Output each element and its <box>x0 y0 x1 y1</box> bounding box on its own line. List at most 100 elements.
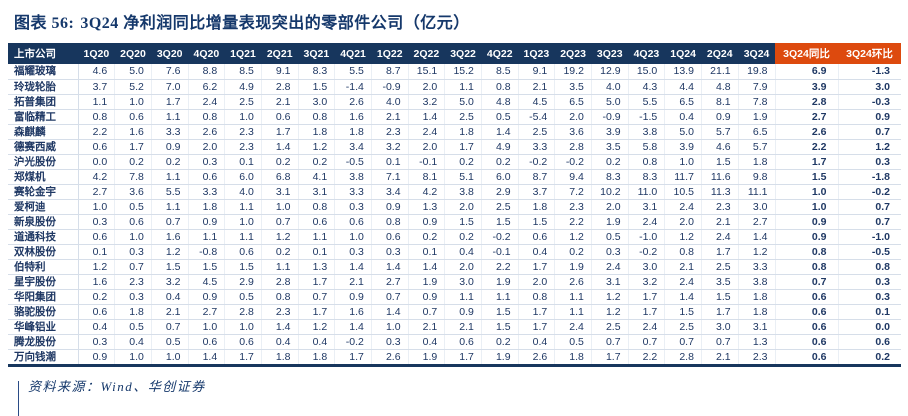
value-cell: 11.1 <box>738 184 776 200</box>
value-cell: 4.3 <box>628 79 666 95</box>
value-cell: 0.2 <box>78 289 116 305</box>
value-cell: 6.8 <box>261 169 299 185</box>
value-cell: 1.0 <box>334 229 372 245</box>
value-cell: 1.7 <box>628 304 666 320</box>
value-cell: 1.2 <box>554 229 592 245</box>
value-cell: 1.1 <box>151 109 189 125</box>
value-cell: 3.7 <box>518 184 556 200</box>
figure-title-text: 3Q24 净利润同比增量表现突出的零部件公司（亿元） <box>80 15 470 32</box>
value-cell: 0.8 <box>838 259 901 275</box>
column-header: 4Q20 <box>188 43 225 64</box>
value-cell: 1.7 <box>518 304 556 320</box>
column-header: 1Q23 <box>518 43 555 64</box>
value-cell: 1.7 <box>334 349 372 365</box>
value-cell: 4.5 <box>518 94 556 110</box>
value-cell: 2.0 <box>444 199 482 215</box>
value-cell: 1.3 <box>408 199 446 215</box>
company-name: 德赛西威 <box>8 139 79 155</box>
value-cell: 6.5 <box>738 124 776 140</box>
value-cell: 3.8 <box>628 124 666 140</box>
value-cell: 0.8 <box>775 259 839 275</box>
value-cell: 0.8 <box>298 109 336 125</box>
value-cell: 0.6 <box>444 334 482 350</box>
value-cell: 2.7 <box>775 109 839 125</box>
table-row: 华峰铝业 0.4 0.5 0.7 1.0 1.0 1.4 1.2 1.4 1.0 2.1 2.1 1.5… <box>8 319 901 335</box>
value-cell: 1.5 <box>701 154 739 170</box>
value-cell: 0.5 <box>114 199 152 215</box>
value-cell: 0.9 <box>838 109 901 125</box>
value-cell: 1.2 <box>591 304 629 320</box>
value-cell: 3.1 <box>738 319 776 335</box>
column-header: 4Q23 <box>628 43 665 64</box>
value-cell: 1.7 <box>701 304 739 320</box>
value-cell: 3.9 <box>664 139 702 155</box>
value-cell: 2.3 <box>738 349 776 365</box>
value-cell: 0.3 <box>334 199 372 215</box>
value-cell: 3.8 <box>444 184 482 200</box>
column-header: 1Q20 <box>78 43 115 64</box>
value-cell: 0.9 <box>444 304 482 320</box>
value-cell: 0.1 <box>408 244 446 260</box>
value-cell: -0.1 <box>481 244 519 260</box>
value-cell: 0.2 <box>444 229 482 245</box>
value-cell: 8.7 <box>371 64 409 80</box>
value-cell: 1.2 <box>298 319 336 335</box>
value-cell: 8.3 <box>628 169 666 185</box>
value-cell: 0.6 <box>775 319 839 335</box>
column-header: 3Q22 <box>444 43 482 64</box>
table-row: 伯特利 1.2 0.7 1.5 1.5 1.5 1.1 1.3 1.4 1.4 1.4 2.0 2.2 1… <box>8 259 901 275</box>
value-cell: 0.2 <box>114 154 152 170</box>
company-name: 万向钱潮 <box>8 349 79 365</box>
company-name: 华峰铝业 <box>8 319 79 335</box>
value-cell: 1.0 <box>775 184 839 200</box>
value-cell: 1.5 <box>188 259 226 275</box>
table-row: 新泉股份 0.3 0.6 0.7 0.9 1.0 0.7 0.6 0.6 0.8 0.9 1.5 1.5… <box>8 214 901 230</box>
value-cell: 1.9 <box>554 259 592 275</box>
value-cell: 7.6 <box>151 64 189 80</box>
value-cell: 0.6 <box>78 304 116 320</box>
value-cell: 4.2 <box>78 169 116 185</box>
value-cell: 1.0 <box>78 199 116 215</box>
value-cell: 1.7 <box>114 139 152 155</box>
value-cell: 2.0 <box>518 274 556 290</box>
value-cell: 7.8 <box>114 169 152 185</box>
value-cell: 5.0 <box>444 94 482 110</box>
value-cell: 3.2 <box>408 94 446 110</box>
value-cell: 2.8 <box>261 274 299 290</box>
value-cell: 2.6 <box>371 349 409 365</box>
value-cell: 2.3 <box>114 274 152 290</box>
value-cell: 1.4 <box>261 319 299 335</box>
value-cell: 0.3 <box>591 244 629 260</box>
table-row: 郑煤机 4.2 7.8 1.1 0.6 6.0 6.8 4.1 3.8 7.1 8.1 5.1 6.0 8… <box>8 169 901 185</box>
value-cell: 8.5 <box>481 64 519 80</box>
company-name: 骆驼股份 <box>8 304 79 320</box>
value-cell: 2.4 <box>664 199 702 215</box>
figure-title: 图表 56: 3Q24 净利润同比增量表现突出的零部件公司（亿元） <box>14 9 908 33</box>
value-cell: 1.6 <box>334 109 372 125</box>
company-name: 爱柯迪 <box>8 199 79 215</box>
value-cell: 7.8 <box>738 94 776 110</box>
value-cell: 0.4 <box>261 334 299 350</box>
value-cell: 2.3 <box>554 199 592 215</box>
value-cell: 15.1 <box>408 64 446 80</box>
table-row: 道通科技 0.6 1.0 1.6 1.1 1.1 1.2 1.1 1.0 0.6 0.2 0.2 -0.… <box>8 229 901 245</box>
value-cell: 0.2 <box>261 154 299 170</box>
value-cell: 5.0 <box>591 94 629 110</box>
column-header: 1Q24 <box>664 43 702 64</box>
value-cell: 2.1 <box>261 94 299 110</box>
value-cell: 0.7 <box>114 259 152 275</box>
value-cell: 1.7 <box>151 94 189 110</box>
value-cell: 5.0 <box>664 124 702 140</box>
value-cell: 3.6 <box>554 124 592 140</box>
value-cell: 1.4 <box>334 259 372 275</box>
value-cell: -1.8 <box>838 169 901 185</box>
value-cell: 2.9 <box>224 274 262 290</box>
value-cell: 0.4 <box>114 334 152 350</box>
column-header: 2Q21 <box>261 43 299 64</box>
value-cell: 0.7 <box>261 214 299 230</box>
value-cell: 19.8 <box>738 64 776 80</box>
company-name: 郑煤机 <box>8 169 79 185</box>
value-cell: 1.7 <box>518 259 556 275</box>
value-cell: 1.0 <box>114 349 152 365</box>
value-cell: 0.6 <box>775 289 839 305</box>
